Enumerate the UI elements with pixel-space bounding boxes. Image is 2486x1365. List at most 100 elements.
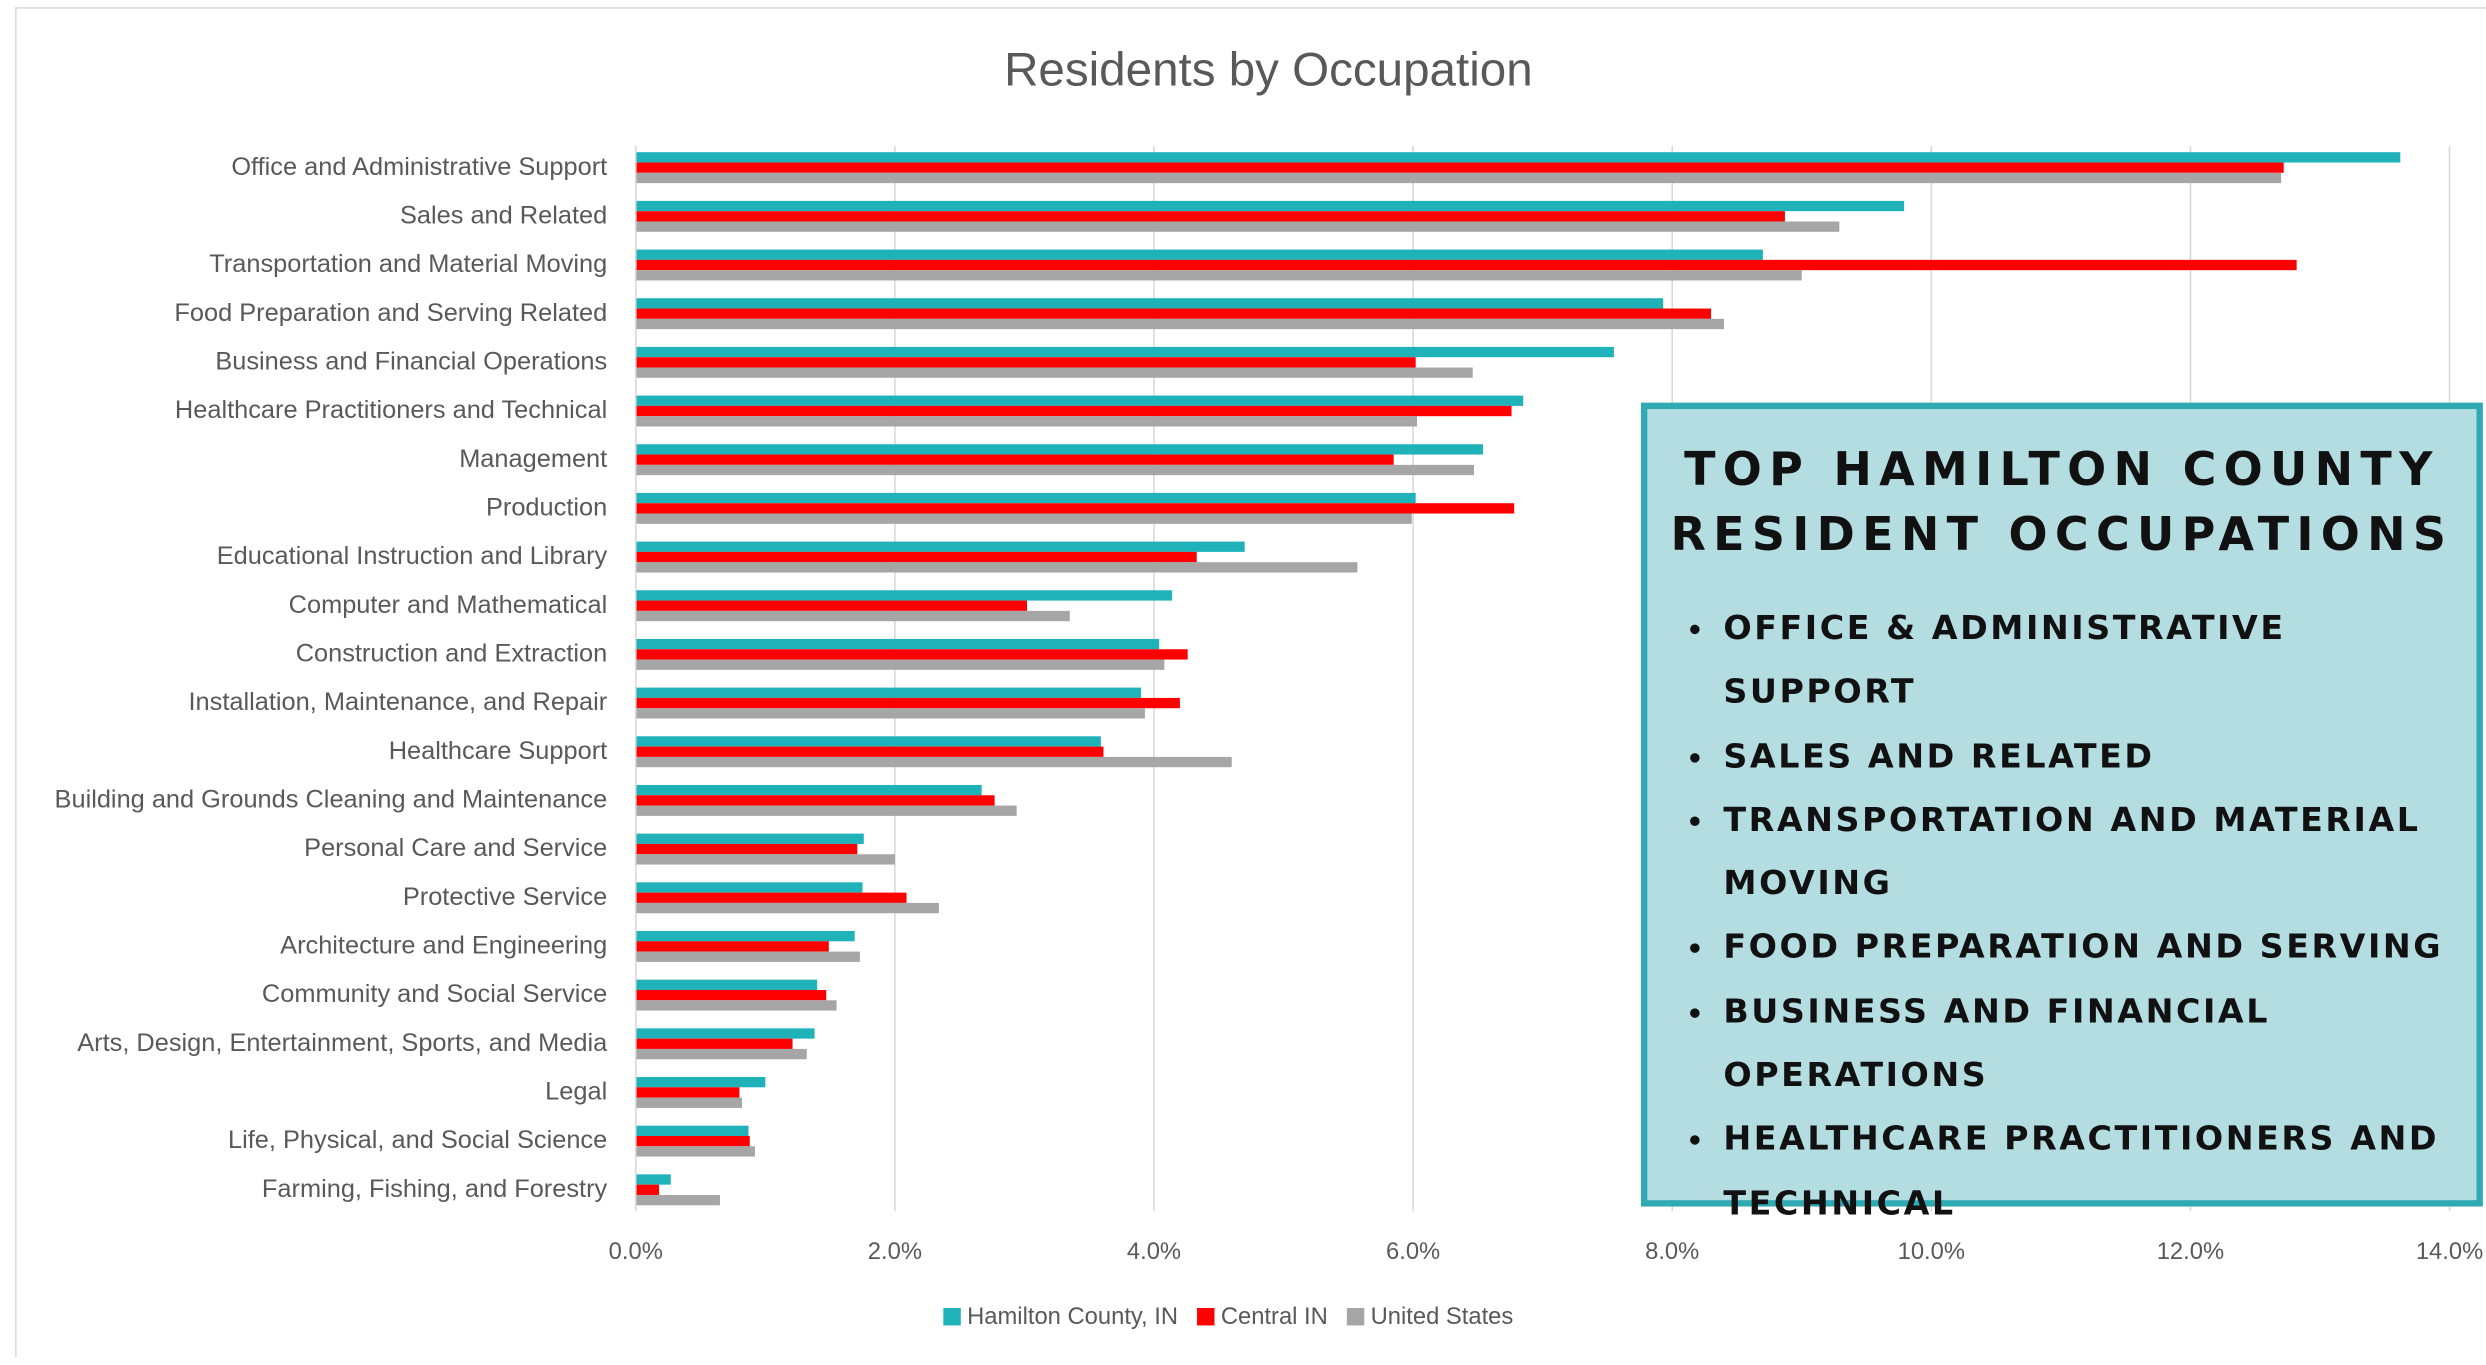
y-tick-label: Arts, Design, Entertainment, Sports, and…: [77, 1029, 608, 1057]
bar: [635, 784, 982, 796]
legend-swatch: [1197, 1308, 1215, 1326]
y-tick-label: Educational Instruction and Library: [217, 542, 608, 570]
bar: [635, 367, 1473, 378]
x-tick-label: 4.0%: [1127, 1238, 1181, 1265]
bar: [635, 1097, 743, 1108]
bar: [635, 416, 1417, 427]
bar: [635, 989, 827, 1001]
bar: [635, 221, 1840, 232]
bar: [635, 211, 1785, 222]
y-tick-label: Community and Social Service: [262, 980, 607, 1008]
bar: [635, 395, 1524, 406]
bar: [635, 736, 1101, 747]
bar: [635, 1135, 750, 1147]
y-tick-label: Installation, Maintenance, and Repair: [189, 688, 608, 716]
bar: [635, 941, 829, 952]
bar: [635, 270, 1802, 281]
bar: [635, 492, 1416, 504]
callout-list: OFFICE & ADMINISTRATIVE SUPPORTSALES AND…: [1682, 596, 2460, 1235]
callout-item: BUSINESS AND FINANCIAL OPERATIONS: [1720, 979, 2460, 1107]
callout-item: FOOD PREPARATION AND SERVING: [1720, 916, 2460, 980]
bar: [635, 951, 860, 962]
x-tick-label: 10.0%: [1898, 1238, 1965, 1265]
bar: [635, 1174, 671, 1185]
y-tick-label: Sales and Related: [400, 201, 607, 229]
callout-title: TOP HAMILTON COUNTY: [1684, 442, 2440, 497]
x-tick-label: 2.0%: [868, 1238, 922, 1265]
legend-label: Central IN: [1221, 1303, 1328, 1330]
bar: [635, 1194, 720, 1206]
bar: [635, 600, 1028, 611]
x-tick-label: 0.0%: [609, 1238, 663, 1265]
bar: [635, 318, 1725, 330]
bar: [635, 590, 1173, 601]
bar: [635, 464, 1474, 476]
bar: [635, 697, 1180, 709]
bar: [635, 1038, 793, 1049]
bar: [635, 259, 2297, 271]
bar: [635, 638, 1160, 650]
y-tick-label: Building and Grounds Cleaning and Mainte…: [55, 786, 608, 814]
callout-item: SALES AND RELATED: [1720, 724, 2460, 788]
bar: [635, 805, 1017, 816]
bar: [635, 454, 1394, 465]
bar: [635, 659, 1165, 670]
bar: [635, 357, 1416, 368]
bar: [635, 162, 2284, 173]
bar: [635, 979, 818, 990]
bar: [635, 833, 864, 844]
bar: [635, 405, 1512, 417]
y-tick-label: Management: [459, 445, 607, 473]
legend-label: Hamilton County, IN: [967, 1303, 1178, 1330]
y-tick-label: Construction and Extraction: [296, 639, 608, 667]
bar: [635, 346, 1614, 358]
bar: [635, 249, 1763, 260]
bar: [635, 746, 1104, 757]
bar: [635, 1184, 660, 1195]
chart-title: Residents by Occupation: [1004, 43, 1533, 96]
y-tick-label: Food Preparation and Serving Related: [174, 299, 607, 327]
y-tick-label: Computer and Mathematical: [289, 591, 608, 619]
callout-title: RESIDENT OCCUPATIONS: [1670, 507, 2454, 562]
callout-item: OFFICE & ADMINISTRATIVE SUPPORT: [1720, 596, 2460, 724]
bar: [635, 503, 1515, 514]
bar: [635, 1048, 807, 1060]
y-tick-label: Transportation and Material Moving: [209, 250, 607, 278]
bar: [635, 1146, 755, 1157]
bar: [635, 308, 1712, 319]
y-tick-label: Architecture and Engineering: [280, 932, 607, 960]
legend-swatch: [1346, 1308, 1365, 1326]
bar: [635, 610, 1070, 622]
bar: [635, 795, 995, 806]
bar: [635, 444, 1484, 455]
y-tick-label: Legal: [545, 1078, 607, 1106]
bar: [635, 541, 1245, 552]
x-tick-label: 6.0%: [1386, 1238, 1440, 1265]
bar: [635, 930, 855, 942]
bar: [635, 1000, 837, 1011]
legend-swatch: [943, 1308, 961, 1326]
bar: [635, 1028, 815, 1039]
bar: [635, 172, 2282, 184]
y-tick-label: Business and Financial Operations: [215, 347, 607, 375]
y-tick-label: Healthcare Practitioners and Technical: [175, 396, 607, 424]
bar: [635, 1087, 740, 1098]
x-tick-label: 14.0%: [2416, 1238, 2483, 1265]
callout-item: HEALTHCARE PRACTITIONERS AND TECHNICAL: [1720, 1107, 2460, 1235]
bar: [635, 298, 1664, 309]
bar: [635, 892, 907, 903]
bar: [635, 649, 1188, 660]
x-tick-label: 12.0%: [2157, 1238, 2224, 1265]
bar: [635, 708, 1145, 719]
y-tick-label: Office and Administrative Support: [231, 153, 607, 181]
bar: [635, 513, 1412, 524]
y-tick-label: Life, Physical, and Social Science: [228, 1126, 607, 1154]
bar: [635, 854, 895, 865]
y-tick-label: Production: [486, 493, 607, 521]
legend-label: United States: [1371, 1303, 1514, 1330]
bar: [635, 200, 1905, 212]
bar: [635, 882, 863, 893]
bar: [635, 551, 1197, 563]
